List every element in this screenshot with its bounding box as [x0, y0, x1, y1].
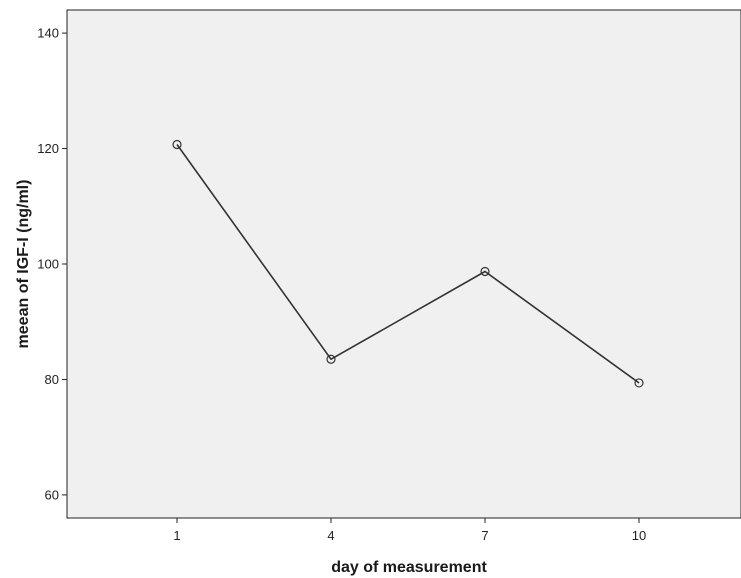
data-point-marker [634, 378, 644, 388]
plot-area [66, 9, 741, 519]
y-axis: 60 80 100 120 140 [37, 26, 67, 502]
x-tick-label: 7 [481, 528, 488, 543]
x-axis-title: day of measurement [331, 559, 487, 576]
series-line [176, 144, 640, 384]
x-tick-label: 1 [173, 528, 180, 543]
data-point-marker [326, 354, 336, 364]
y-tick-label: 100 [37, 257, 59, 272]
y-tick-label: 120 [37, 141, 59, 156]
data-point-marker [480, 266, 490, 277]
data-point-marker [172, 139, 182, 150]
x-tick-label: 4 [327, 528, 334, 543]
x-tick-label: 10 [632, 528, 646, 543]
y-axis-title: meean of IGF-I (ng/ml) [15, 180, 32, 349]
y-tick-label: 80 [45, 372, 59, 387]
series-layer [172, 139, 644, 388]
y-tick-label: 140 [37, 26, 59, 41]
y-tick-label: 60 [45, 487, 59, 502]
x-axis: 1 4 7 10 [173, 518, 646, 543]
